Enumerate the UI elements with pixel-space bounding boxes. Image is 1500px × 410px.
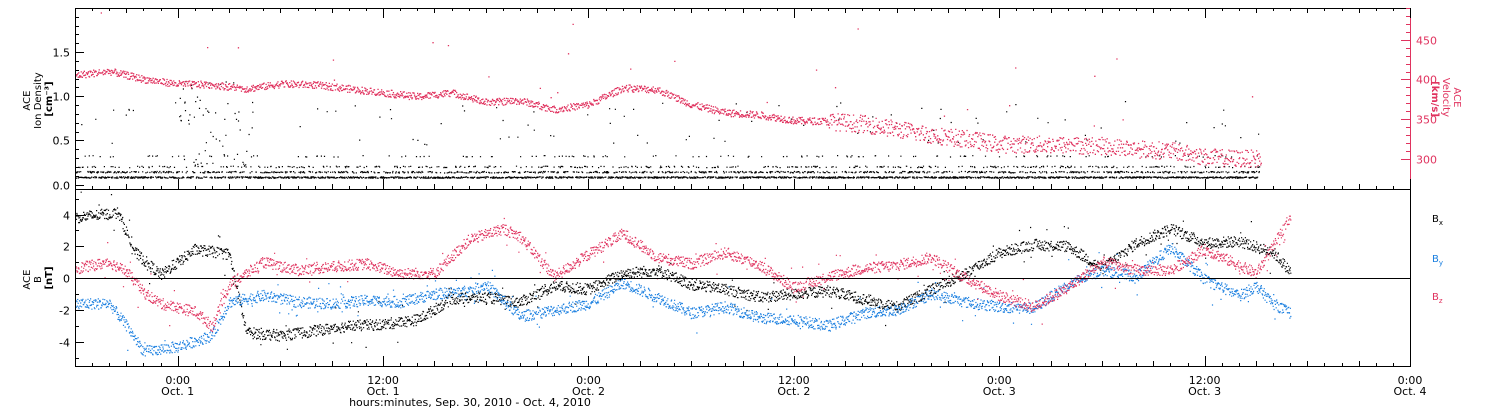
x-axis-label: hours:minutes, Sep. 30, 2010 - Oct. 4, 2… [349, 396, 591, 409]
xtick-time-label: 0:00 [165, 374, 190, 387]
legend: Bx By Bz [1432, 214, 1443, 305]
xtick-date-label: Oct. 1 [367, 385, 400, 398]
legend-subscript: z [1439, 297, 1443, 305]
xtick-date-label: Oct. 3 [1188, 385, 1221, 398]
xtick-date-label: Oct. 2 [777, 385, 810, 398]
bottom-points-layer [75, 191, 1292, 357]
top-points-layer [75, 12, 1262, 179]
xtick-time-label: 0:00 [576, 374, 601, 387]
bottom-left-axis: -4 -2 0 2 4 [59, 199, 84, 359]
top-right-axis: 300 350 400 450 [1401, 8, 1437, 167]
bottom-y-axis-label: ACE B [nT] [22, 266, 55, 289]
top-right-y-axis-label: ACE Velocity [km/s] [1429, 78, 1462, 120]
legend-bx: Bx [1432, 214, 1443, 227]
top-right-ytick-label: 400 [1416, 74, 1437, 87]
bottom-ytick-label: -2 [59, 305, 70, 318]
xtick-time-label: 0:00 [1398, 374, 1423, 387]
top-panel-frame [75, 8, 1411, 190]
bz-points [75, 215, 1292, 332]
top-ytick-label: 0.5 [53, 135, 71, 148]
xtick-date-label: Oct. 1 [161, 385, 194, 398]
top-right-ytick-label: 350 [1416, 114, 1437, 127]
top-ytick-label: 1.5 [53, 47, 71, 60]
top-y-axis-label: ACE Ion Density [cm⁻³] [22, 69, 55, 129]
xtick-time-label: 12:00 [778, 374, 810, 387]
xtick-date-label: Oct. 2 [572, 385, 605, 398]
top-left-axis: 0.0 0.5 1.0 1.5 [53, 17, 84, 193]
legend-by: By [1432, 254, 1443, 267]
xtick-time-label: 0:00 [987, 374, 1012, 387]
velocity-points [75, 12, 1262, 169]
legend-subscript: y [1439, 259, 1443, 267]
legend-subscript: x [1439, 219, 1443, 227]
top-ytick-label: 0.0 [53, 180, 71, 193]
xtick-date-label: Oct. 4 [1393, 385, 1426, 398]
bottom-ytick-label: 2 [63, 241, 70, 254]
xtick-time-label: 12:00 [1189, 374, 1221, 387]
xtick-date-label: Oct. 3 [983, 385, 1016, 398]
top-panel: 0.0 0.5 1.0 1.5 300 350 400 450 ACE Ion Densit… [22, 8, 1462, 193]
bottom-ytick-label: -4 [59, 337, 70, 350]
bottom-ytick-label: 0 [63, 273, 70, 286]
top-right-ytick-label: 450 [1416, 35, 1437, 48]
legend-bz: Bz [1432, 292, 1443, 305]
bottom-ytick-label: 4 [63, 210, 70, 223]
top-right-ytick-label: 300 [1416, 154, 1437, 167]
xtick-time-label: 12:00 [367, 374, 399, 387]
top-ytick-label: 1.0 [53, 91, 71, 104]
